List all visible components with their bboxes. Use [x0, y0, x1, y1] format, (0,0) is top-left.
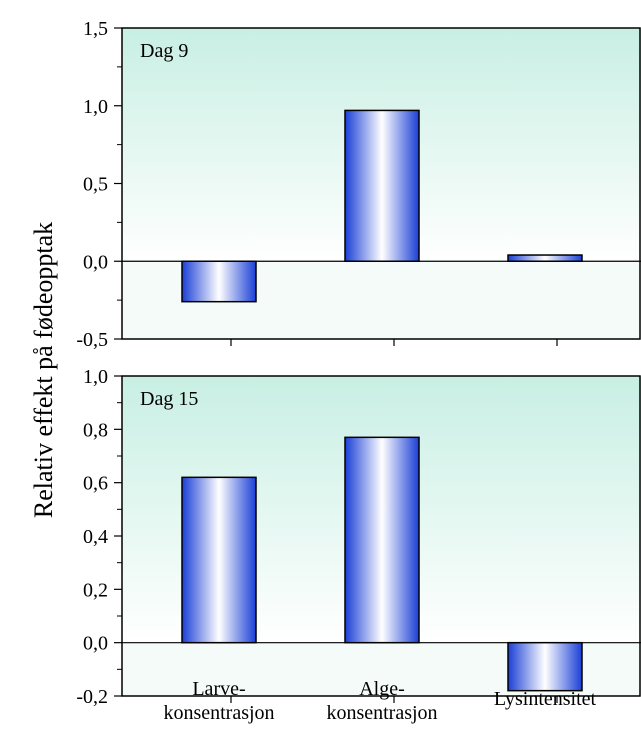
bar-3: [507, 641, 583, 692]
x-category-label-1-line2: konsentrasjon: [163, 702, 274, 724]
y-tick-label: 0,6: [83, 473, 108, 495]
panel-dag-9: -0,5 0,0 0,5 1,0 1,5 Dag 9: [76, 18, 641, 351]
y-tick-label: -0,5: [76, 329, 108, 351]
bar-1: [181, 476, 257, 644]
y-tick-label: 0,5: [83, 174, 108, 196]
y-tick-label: 1,0: [83, 96, 108, 118]
y-tick-label: 1,5: [83, 18, 108, 40]
bar-2: [344, 109, 420, 263]
x-category-labels: Larve- konsentrasjon Alge- konsentrasjon…: [163, 678, 596, 724]
bar-1: [181, 260, 257, 303]
x-category-label-1-line1: Larve-: [192, 678, 245, 700]
panel-label: Dag 15: [140, 388, 198, 410]
y-axis-label: Relativ effekt på fødeopptak: [29, 222, 58, 518]
y-tick-label: 0,4: [83, 526, 108, 548]
y-tick-label: 0,0: [83, 251, 108, 273]
panel-label: Dag 9: [140, 40, 188, 62]
y-tick-label: 1,0: [83, 366, 108, 388]
bar-2: [344, 436, 420, 644]
x-category-label-3-line1: Lysintensitet: [494, 688, 597, 710]
bar-3: [507, 254, 583, 262]
y-tick-label: 0,0: [83, 633, 108, 655]
x-category-label-2-line2: konsentrasjon: [326, 702, 437, 724]
y-tick-label: -0,2: [76, 686, 108, 708]
y-tick-label: 0,8: [83, 419, 108, 441]
panel-dag-15: -0,2 0,0 0,2 0,4 0,6 0,8 1,0 Dag 15: [76, 366, 641, 708]
y-tick-label: 0,2: [83, 579, 108, 601]
x-category-label-2-line1: Alge-: [359, 678, 405, 700]
